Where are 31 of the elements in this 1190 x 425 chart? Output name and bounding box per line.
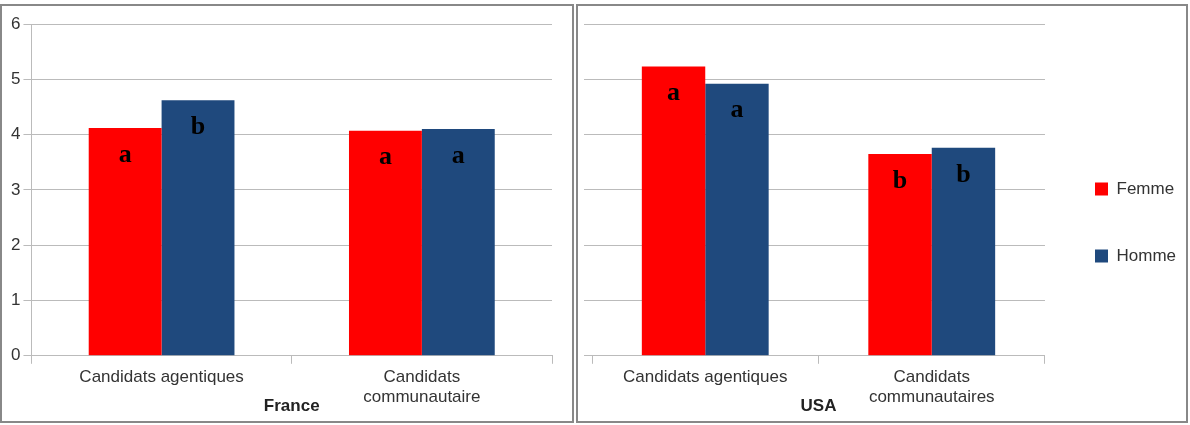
bar [868, 153, 932, 356]
data-label: b [956, 158, 971, 188]
x-tick-label: Candidats agentiques [623, 366, 788, 386]
x-tick-label: Candidats communautaires [868, 366, 995, 407]
y-tick-label: 1 [10, 290, 21, 310]
x-tick-label: Candidats communautaire [363, 366, 481, 407]
x-tick-label: Candidats agentiques [79, 366, 244, 386]
y-tick-label: 5 [10, 68, 21, 88]
y-tick-label: 0 [10, 345, 21, 365]
legend-label: Femme [1116, 178, 1175, 198]
bar [705, 83, 769, 356]
data-label: a [118, 138, 132, 168]
x-axis-title: USA [800, 396, 837, 416]
data-label: b [190, 111, 206, 141]
bar [88, 127, 162, 356]
data-label: a [451, 139, 465, 169]
bar [348, 130, 422, 356]
data-label: a [378, 141, 392, 171]
y-tick-label: 3 [10, 179, 21, 199]
bar [641, 66, 706, 356]
bar [931, 147, 996, 356]
bar [421, 129, 495, 356]
data-label: a [667, 77, 681, 107]
y-tick-label: 2 [10, 234, 21, 254]
x-axis-title: France [263, 396, 320, 416]
legend-label: Homme [1116, 245, 1177, 265]
y-tick-label: 4 [10, 124, 21, 144]
data-label: a [730, 94, 744, 124]
data-label: b [892, 164, 908, 194]
y-tick-label: 6 [10, 13, 21, 33]
bar [161, 100, 235, 356]
